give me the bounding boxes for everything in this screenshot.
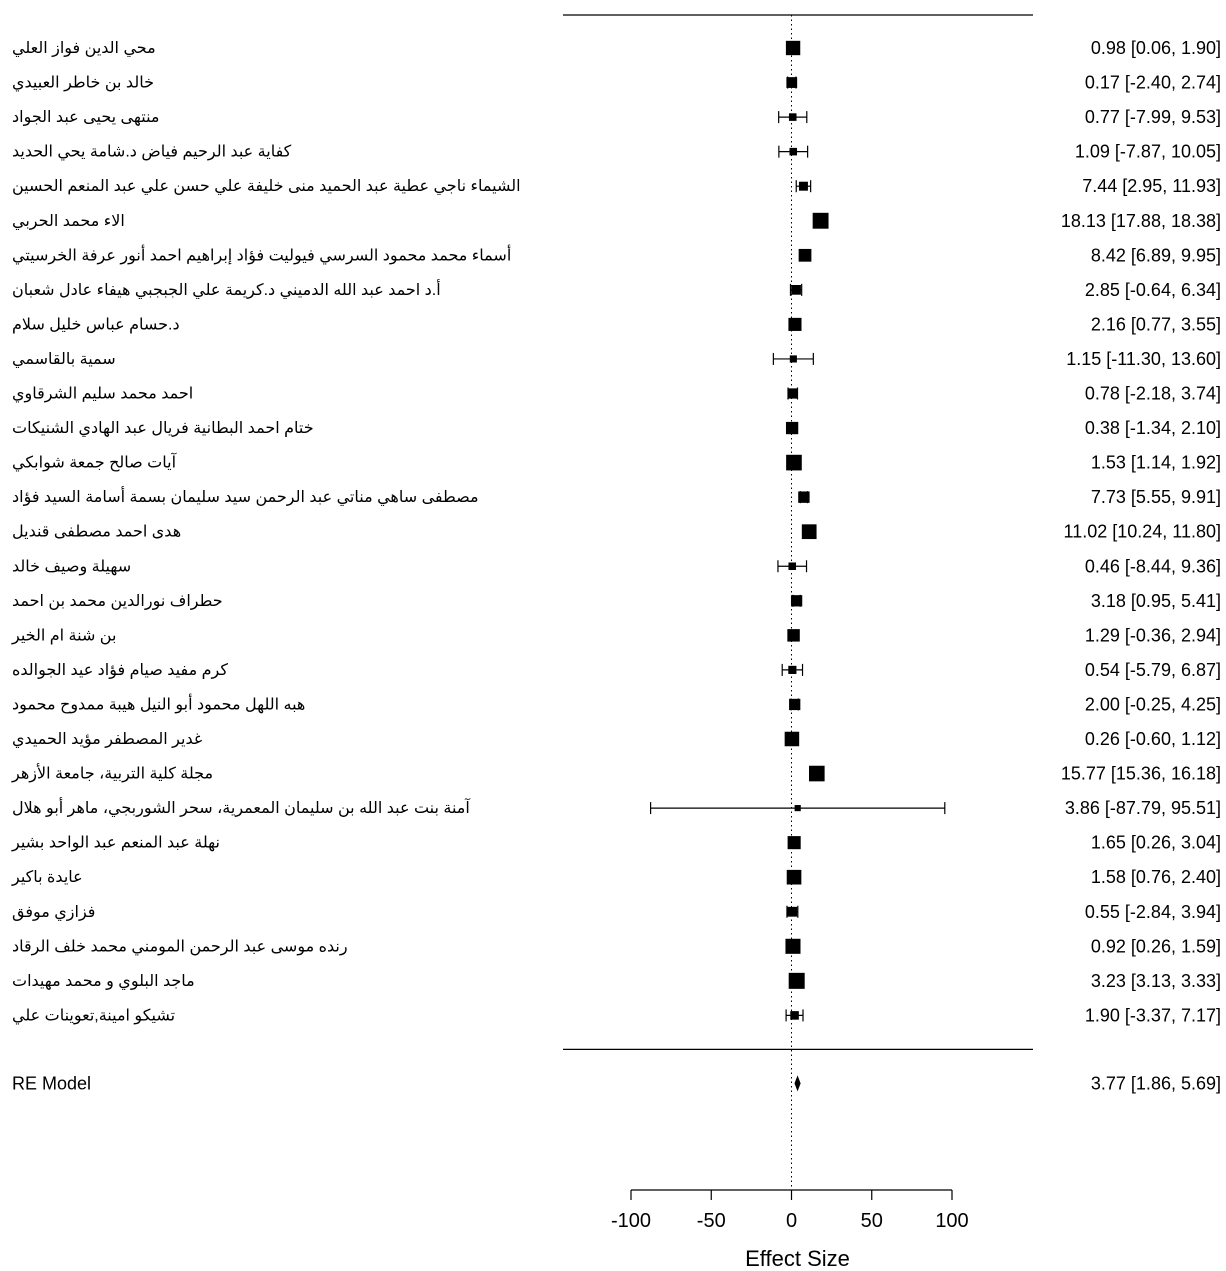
ci-value: 1.29 [-0.36, 2.94]: [1085, 625, 1221, 645]
study-label: نهلة عبد المنعم عبد الواحد بشير: [11, 835, 220, 853]
study-label: ماجد البلوي و محمد مهيدات: [12, 973, 195, 991]
ci-value: 2.00 [-0.25, 4.25]: [1085, 694, 1221, 714]
study-label: سهيلة وصيف خالد: [12, 558, 131, 576]
ci-value: 7.44 [2.95, 11.93]: [1082, 176, 1221, 196]
study-label: سمية بالقاسمي: [12, 351, 116, 369]
ci-value: 1.53 [1.14, 1.92]: [1091, 453, 1221, 473]
study-label: مجلة كلية التربية، جامعة الأزهر: [11, 763, 213, 784]
study-label: كرم مفيد صيام فؤاد عيد الجوالده: [12, 662, 228, 680]
effect-point: [798, 491, 810, 503]
ci-value: 3.23 [3.13, 3.33]: [1091, 971, 1221, 991]
x-tick-label: -50: [697, 1210, 726, 1232]
ci-value: 0.55 [-2.84, 3.94]: [1085, 902, 1221, 922]
study-label: بن شنة ام الخير: [11, 627, 116, 645]
effect-point: [785, 40, 801, 56]
study-label: منتهى يحيى عبد الجواد: [12, 109, 159, 127]
ci-value: 1.15 [-11.30, 13.60]: [1066, 349, 1221, 369]
effect-point: [798, 248, 812, 262]
ci-value: 0.54 [-5.79, 6.87]: [1085, 660, 1221, 680]
x-tick-label: -100: [611, 1210, 651, 1232]
effect-point: [791, 284, 801, 295]
ci-value: 1.90 [-3.37, 7.17]: [1085, 1005, 1221, 1025]
effect-point: [790, 1011, 799, 1020]
effect-point: [788, 665, 797, 674]
effect-point: [788, 113, 797, 121]
effect-point: [788, 562, 797, 571]
ci-value: 1.58 [0.76, 2.40]: [1091, 867, 1221, 887]
study-label: الاء محمد الحربي: [12, 213, 125, 231]
effect-point: [787, 388, 798, 399]
effect-point: [789, 147, 798, 156]
ci-value: 15.77 [15.36, 16.18]: [1061, 764, 1221, 784]
ci-value: 18.13 [17.88, 18.38]: [1061, 211, 1221, 231]
study-label: خالد بن خاطر العبيدي: [12, 75, 154, 93]
effect-point: [809, 765, 825, 782]
study-label: تشيكو امينة,تعوينات علي: [12, 1007, 175, 1025]
study-label: هدى احمد مصطفى قنديل: [12, 524, 181, 541]
ci-value: 0.92 [0.26, 1.59]: [1091, 936, 1221, 956]
x-axis-label: Effect Size: [745, 1246, 850, 1271]
study-label: فزازي موفق: [12, 904, 95, 922]
ci-value: 11.02 [10.24, 11.80]: [1064, 522, 1221, 542]
effect-point: [785, 938, 801, 954]
study-label: أ.د احمد عبد الله الدميني د.كريمة علي ال…: [12, 279, 441, 300]
effect-point: [801, 524, 817, 540]
study-label: هبه اللهل محمود أبو النيل هيبة ممدوح محم…: [12, 693, 305, 714]
effect-point: [786, 869, 802, 885]
summary-diamond: [794, 1075, 801, 1092]
effect-point: [812, 212, 829, 229]
effect-point: [785, 421, 799, 435]
ci-value: 0.26 [-0.60, 1.12]: [1085, 729, 1221, 749]
effect-point: [794, 805, 801, 812]
ci-value: 1.65 [0.26, 3.04]: [1091, 833, 1221, 853]
summary-ci-value: 3.77 [1.86, 5.69]: [1091, 1073, 1221, 1093]
effect-point: [787, 836, 801, 850]
study-label: حطراف نورالدين محمد بن احمد: [12, 593, 223, 611]
study-label: آيات صالح جمعة شوابكي: [12, 453, 178, 473]
ci-value: 0.17 [-2.40, 2.74]: [1085, 73, 1221, 93]
x-tick-label: 0: [786, 1210, 797, 1232]
ci-value: 0.77 [-7.99, 9.53]: [1085, 107, 1221, 127]
summary-label: RE Model: [12, 1073, 91, 1093]
effect-point: [788, 317, 802, 331]
ci-value: 1.09 [-7.87, 10.05]: [1075, 142, 1221, 162]
study-label: مصطفى ساهي مناتي عبد الرحمن سيد سليمان ب…: [12, 486, 479, 507]
study-label: ختام احمد البطانية فريال عبد الهادي الشن…: [12, 420, 314, 438]
ci-value: 7.73 [5.55, 9.91]: [1091, 487, 1221, 507]
study-label: رنده موسى عبد الرحمن المومني محمد خلف ال…: [12, 938, 348, 956]
study-label: غدير المصطفر مؤيد الحميدي: [12, 731, 202, 749]
study-label: د.حسام عباس خليل سلام: [12, 316, 180, 333]
effect-point: [784, 731, 800, 747]
effect-point: [788, 972, 805, 989]
ci-value: 2.16 [0.77, 3.55]: [1091, 314, 1221, 334]
ci-value: 0.98 [0.06, 1.90]: [1091, 38, 1221, 58]
ci-value: 0.38 [-1.34, 2.10]: [1085, 418, 1221, 438]
effect-point: [786, 77, 798, 88]
effect-point: [789, 698, 801, 711]
ci-value: 0.78 [-2.18, 3.74]: [1085, 384, 1221, 404]
ci-value: 8.42 [6.89, 9.95]: [1091, 245, 1221, 265]
study-label: كفاية عبد الرحيم فياض د.شامة يحي الحديد: [12, 144, 292, 162]
ci-value: 0.46 [-8.44, 9.36]: [1085, 556, 1221, 576]
x-tick-label: 100: [935, 1210, 968, 1232]
effect-point: [790, 595, 803, 607]
ci-value: 3.18 [0.95, 5.41]: [1091, 591, 1221, 611]
study-label: الشيماء ناجي عطية عبد الحميد منى خليفة ع…: [12, 178, 521, 196]
study-label: احمد محمد سليم الشرقاوي: [12, 386, 193, 404]
ci-value: 3.86 [-87.79, 95.51]: [1065, 798, 1221, 818]
study-label: عايدة باكير: [11, 869, 83, 887]
study-label: آمنة بنت عبد الله بن سليمان المعمرية، سح…: [12, 797, 471, 818]
study-label: محي الدين فواز العلي: [12, 40, 156, 58]
study-label: أسماء محمد محمود السرسي فيوليت فؤاد إبرا…: [12, 244, 511, 265]
ci-value: 2.85 [-0.64, 6.34]: [1085, 280, 1221, 300]
effect-point: [789, 355, 797, 363]
effect-point: [798, 181, 808, 191]
effect-point: [787, 629, 800, 642]
effect-point: [786, 454, 802, 471]
x-tick-label: 50: [861, 1210, 883, 1232]
effect-point: [787, 906, 798, 917]
